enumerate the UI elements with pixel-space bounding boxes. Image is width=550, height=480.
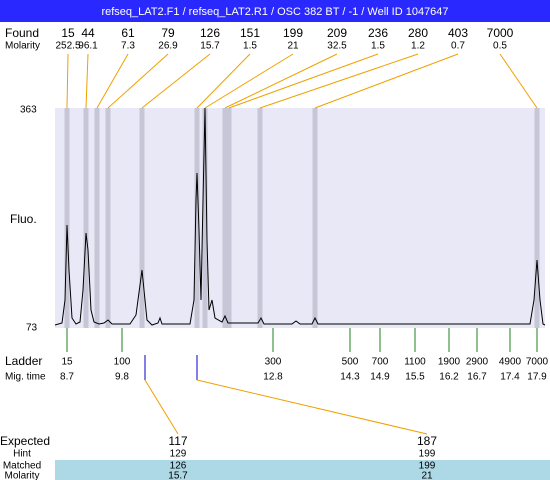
- ladder-time: 16.2: [439, 372, 459, 383]
- expected-label: Expected: [0, 434, 50, 448]
- peak-band: [257, 108, 263, 328]
- found-size: 79: [161, 26, 175, 40]
- peak-band: [94, 108, 100, 328]
- matched-value: 126: [170, 461, 187, 472]
- ladder-size: 500: [342, 357, 359, 368]
- found-molarity: 0.7: [451, 41, 465, 52]
- matched-label: Matched: [3, 461, 41, 472]
- expected-value: 187: [417, 434, 437, 448]
- found-size: 403: [448, 26, 468, 40]
- found-molarity: 26.9: [158, 41, 178, 52]
- peak-link: [66, 53, 69, 109]
- peak-link: [259, 53, 419, 109]
- ladder-time: 12.8: [263, 372, 283, 383]
- found-size: 126: [200, 26, 220, 40]
- peak-band: [139, 108, 145, 328]
- peak-band: [105, 108, 111, 328]
- found-molarity: 1.2: [411, 41, 425, 52]
- found-molarity: 252.5: [55, 41, 80, 52]
- matched-value: 199: [419, 461, 436, 472]
- peak-link: [107, 53, 169, 109]
- found-label: Found: [5, 26, 39, 40]
- axis-label: Fluo.: [10, 212, 37, 226]
- ladder-size: 4900: [499, 357, 522, 368]
- ladder-size: 7000: [526, 357, 549, 368]
- ladder-time: 14.3: [340, 372, 360, 383]
- found-size: 61: [121, 26, 135, 40]
- header-bar: [0, 0, 550, 22]
- ladder-time: 14.9: [370, 372, 390, 383]
- molarity-label: Molarity: [4, 471, 39, 480]
- ladder-label: Ladder: [5, 354, 42, 368]
- ladder-time: 17.4: [500, 372, 520, 383]
- axis-bottom: 73: [26, 323, 38, 334]
- header-title: refseq_LAT2.F1 / refseq_LAT2.R1 / OSC 38…: [101, 6, 448, 18]
- ladder-time: 8.7: [60, 372, 74, 383]
- ladder-size: 1100: [404, 357, 426, 368]
- found-size: 15: [61, 26, 75, 40]
- trace: [54, 107, 546, 326]
- peak-link: [499, 53, 538, 109]
- peak-link: [96, 53, 129, 109]
- found-size: 44: [81, 26, 95, 40]
- peak-link: [85, 53, 89, 109]
- peak-band: [83, 108, 89, 328]
- peak-link: [204, 53, 294, 109]
- found-molarity: 1.5: [243, 41, 257, 52]
- molarity-value: 15.7: [168, 471, 188, 480]
- found-size: 236: [368, 26, 388, 40]
- found-size: 199: [283, 26, 303, 40]
- ladder-size: 15: [61, 357, 73, 368]
- plot-area: [55, 108, 545, 328]
- expected-link: [196, 379, 428, 435]
- matched-band: [55, 460, 550, 480]
- peak-band: [534, 108, 540, 328]
- peak-band: [194, 108, 200, 328]
- ladder-time: 16.7: [467, 372, 487, 383]
- found-molarity: 21: [287, 41, 299, 52]
- ladder-size: 1900: [438, 357, 461, 368]
- found-size: 151: [240, 26, 260, 40]
- hint-value: 199: [419, 449, 436, 460]
- peak-link: [228, 53, 379, 109]
- hint-label: Hint: [13, 449, 31, 460]
- molarity-value: 21: [421, 471, 433, 480]
- found-molarity: 7.3: [121, 41, 135, 52]
- peak-band: [202, 108, 208, 328]
- expected-link: [144, 379, 179, 435]
- found-molarity: 32.5: [327, 41, 347, 52]
- found-size: 280: [408, 26, 428, 40]
- found-molarity: 96.1: [78, 41, 98, 52]
- found-molarity: 1.5: [371, 41, 385, 52]
- ladder-size: 300: [265, 357, 282, 368]
- peak-band: [64, 108, 70, 328]
- peak-link: [141, 53, 211, 109]
- ladder-size: 100: [114, 357, 131, 368]
- expected-value: 117: [168, 434, 187, 448]
- ladder-time: 15.5: [405, 372, 425, 383]
- ladder-time: 9.8: [115, 372, 129, 383]
- found-molarity: 0.5: [493, 41, 507, 52]
- found-molarity: 15.7: [200, 41, 220, 52]
- ladder-size: 2900: [466, 357, 489, 368]
- hint-value: 129: [170, 449, 187, 460]
- ladder-time: 17.9: [527, 372, 547, 383]
- peak-link: [196, 53, 251, 109]
- peak-band: [312, 108, 318, 328]
- molarity-label: Molarity: [5, 41, 40, 52]
- peak-link: [224, 53, 338, 109]
- found-size: 7000: [487, 26, 514, 40]
- peak-band: [226, 108, 232, 328]
- axis-top: 363: [20, 105, 37, 116]
- time-label: Mig. time: [5, 372, 46, 383]
- peak-band: [222, 108, 228, 328]
- peak-link: [314, 53, 459, 109]
- found-size: 209: [327, 26, 347, 40]
- ladder-size: 700: [372, 357, 389, 368]
